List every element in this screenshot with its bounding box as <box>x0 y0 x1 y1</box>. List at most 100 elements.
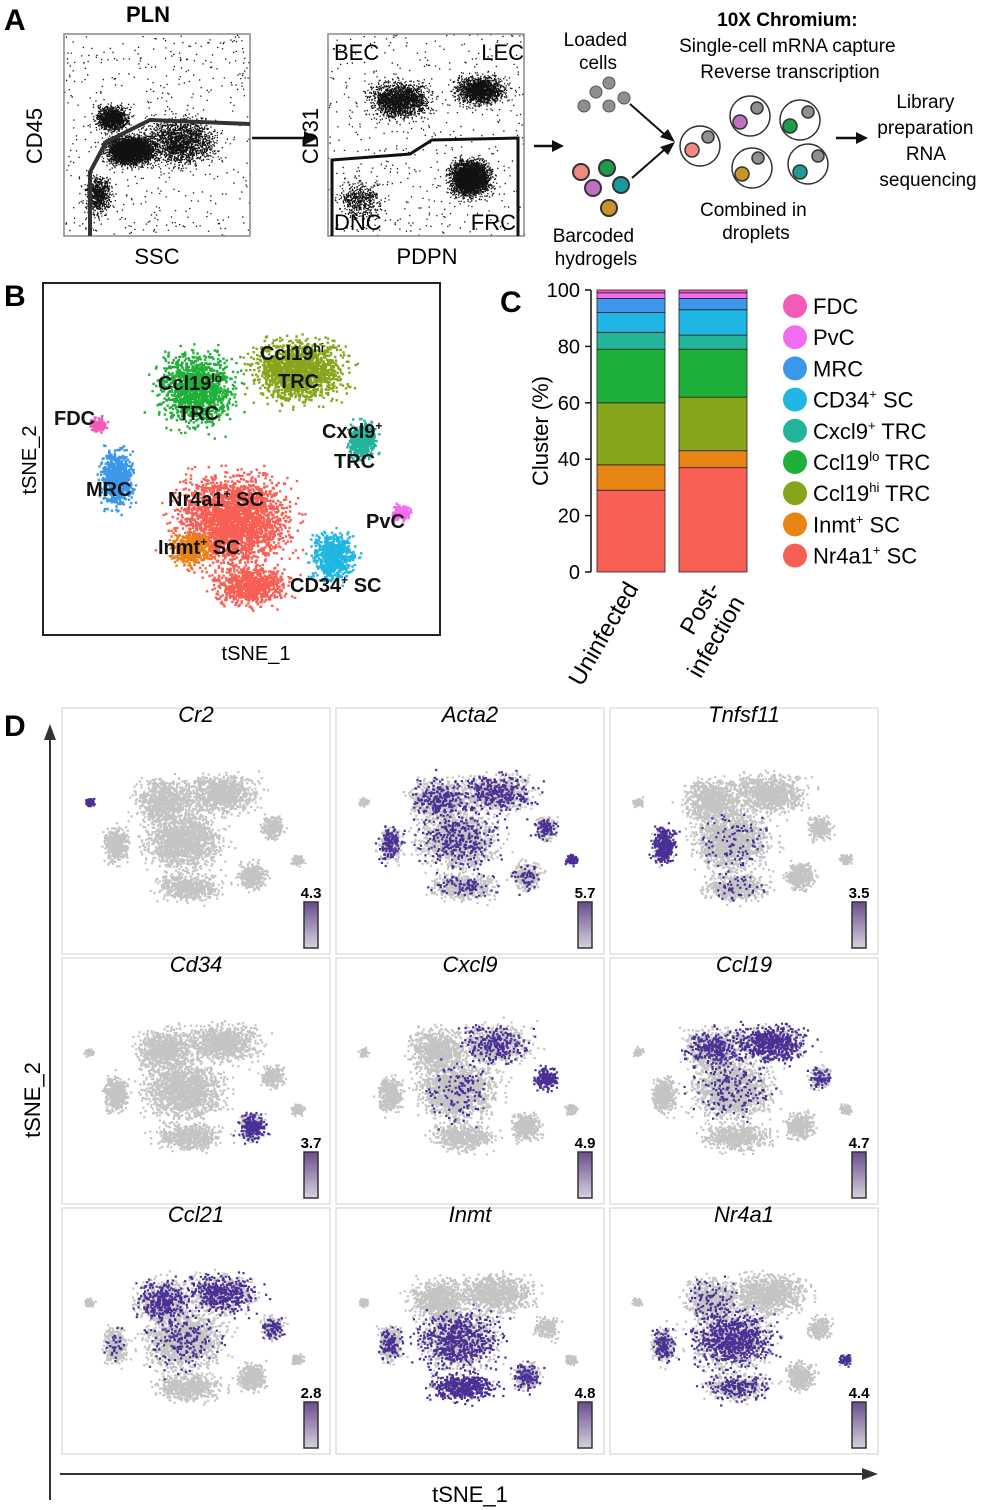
gene-title: Ccl21 <box>168 1202 224 1227</box>
cluster-label-cd34: CD34+ SC <box>290 573 382 597</box>
tsne-d-axes <box>44 724 878 1500</box>
bar-segment <box>678 334 748 350</box>
loaded-cells-icon <box>577 76 631 113</box>
panel-a-letter: A <box>4 4 26 37</box>
expressing-cell-points <box>651 1275 852 1407</box>
cluster-label-pvc: PvC <box>366 511 405 533</box>
cluster-points <box>89 414 110 434</box>
cluster-label-fdc: FDC <box>54 408 95 430</box>
plot1-title: PLN <box>126 2 170 27</box>
plot1-ylabel: CD45 <box>22 108 47 164</box>
gene-panel: Ccl21 2.8 <box>61 1202 331 1455</box>
legend-swatch <box>783 481 807 506</box>
cluster-labels: Ccl19hi TRC Ccl19lo TRC FDC Cxcl9+ TRC M… <box>54 341 405 597</box>
expressing-cell-points <box>85 797 96 808</box>
gene-title: Tnfsf11 <box>708 702 780 727</box>
cell-points <box>84 1268 306 1406</box>
barcoded-hydrogels-icon <box>572 159 630 217</box>
expressing-cell-points <box>374 768 579 898</box>
legend-swatch <box>783 543 807 568</box>
tsne-b-xlabel: tSNE_1 <box>222 643 291 665</box>
cell-points <box>632 769 854 908</box>
cd31-pdpn-density-plot <box>328 34 526 236</box>
y-tick-label: 40 <box>558 449 580 471</box>
cluster-label-cxcl9-trc: TRC <box>334 451 375 473</box>
expression-max-label: 2.8 <box>301 1385 322 1402</box>
expression-max-label: 3.7 <box>301 1135 322 1152</box>
gate-lec-label: LEC <box>481 40 524 65</box>
cluster-label-ccl19hi: Ccl19hi <box>260 341 324 365</box>
stacked-bar-chart: 0 20 40 60 80 100 Cluster (%) Uninfected Post-in… <box>528 280 750 690</box>
cluster-label-nr4a1: Nr4a1+ SC <box>168 487 264 511</box>
library-prep-label: Library preparation RNA sequencing <box>877 92 978 191</box>
cluster-label-inmt: Inmt+ SC <box>158 535 241 559</box>
legend-label: PvC <box>813 325 855 350</box>
plot2-xlabel: PDPN <box>396 244 457 269</box>
cluster-points <box>242 333 359 413</box>
cell-points <box>101 770 307 907</box>
bar-segment <box>678 292 748 299</box>
arrow-plot2-to-workflow <box>534 140 564 152</box>
cell-points <box>358 771 578 907</box>
gate-dnc-label: DNC <box>334 210 382 235</box>
expression-max-label: 4.9 <box>575 1135 596 1152</box>
tsne-d-ylabel: tSNE_2 <box>20 1062 45 1138</box>
arrow-gate-to-plot2 <box>252 131 318 145</box>
gene-expression-grid: Cr24.3Acta25.7Tnfsf113.5Cd343.7Cxcl94.9C… <box>61 702 879 1455</box>
expression-scale-bar <box>851 901 867 949</box>
gene-panel: Tnfsf11 3.5 <box>609 702 879 955</box>
barcoded-hydrogels-label: Barcoded hydrogels <box>553 226 640 270</box>
cluster-points <box>96 444 138 517</box>
cluster-label-cxcl9: Cxcl9+ <box>322 419 382 443</box>
gene-title: Cd34 <box>170 952 223 977</box>
tsne-b-ylabel: tSNE_2 <box>19 426 41 495</box>
cluster-label-ccl19hi-trc: TRC <box>278 371 319 393</box>
droplets-icon <box>679 95 829 189</box>
expressing-cell-points <box>681 1020 832 1124</box>
legend-label: Ccl19lo TRC <box>813 449 930 475</box>
gene-title: Cr2 <box>178 702 213 727</box>
cell-points <box>357 1016 579 1156</box>
category-label: Post-infection <box>658 578 750 683</box>
gene-title: Cxcl9 <box>442 952 497 977</box>
expression-scale-bar <box>577 901 593 949</box>
expression-scale-bar <box>303 901 319 949</box>
bar-segment <box>678 450 748 469</box>
density-dots <box>328 34 526 236</box>
gene-title: Ccl19 <box>716 952 772 977</box>
cluster-points <box>205 557 302 612</box>
legend-label: FDC <box>813 294 858 319</box>
chromium-label: 10X Chromium: Single-cell mRNA capture R… <box>679 10 901 83</box>
bar-segment <box>678 289 748 294</box>
legend-label: MRC <box>813 356 863 381</box>
cluster-points <box>165 525 220 571</box>
legend-label: Inmt+ SC <box>813 511 900 537</box>
loaded-cells-label: Loaded cells <box>564 30 633 74</box>
bar-segment <box>678 348 748 398</box>
plot2-frame <box>327 33 525 237</box>
plot1-gate <box>88 117 251 236</box>
bar-segment <box>678 309 748 336</box>
plot2-ylabel: CD31 <box>298 108 323 164</box>
panel-d-letter: D <box>4 710 26 743</box>
expression-scale-bar <box>577 1401 593 1449</box>
y-tick-label: 80 <box>558 336 580 358</box>
gene-panel: Cxcl9 4.9 <box>335 952 605 1205</box>
bar-segment <box>678 298 748 311</box>
legend-swatch <box>783 356 807 381</box>
expression-scale-bar <box>303 1401 319 1449</box>
combined-droplets-label: Combined in droplets <box>700 200 812 244</box>
expression-scale-bar <box>577 1151 593 1199</box>
legend-swatch <box>783 325 807 350</box>
expressing-cell-points <box>425 1024 559 1131</box>
bar-segment <box>596 402 666 466</box>
y-tick-label: 20 <box>558 506 580 528</box>
gene-panel: Nr4a1 4.4 <box>609 1202 879 1455</box>
expressing-cell-points <box>232 1111 271 1145</box>
gene-panel: Ccl19 4.7 <box>609 952 879 1205</box>
bar-segment <box>596 348 666 404</box>
cluster-label-ccl19lo-trc: TRC <box>178 403 219 425</box>
cd45-ssc-density-plot <box>64 34 251 237</box>
arrow-to-library <box>836 132 868 144</box>
